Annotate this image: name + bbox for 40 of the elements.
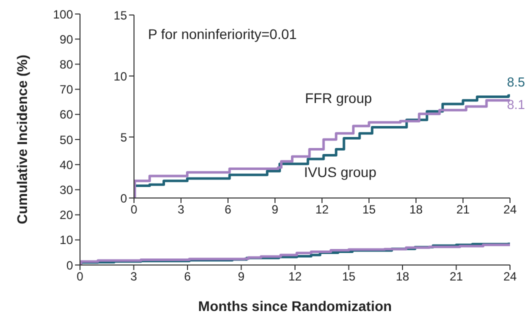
x-tick-label: 12 <box>288 270 302 284</box>
data-label: 8.5 <box>506 74 526 90</box>
y-tick-label: 60 <box>60 108 74 122</box>
x-tick-label: 21 <box>456 202 470 217</box>
x-tick-label: 3 <box>178 202 185 217</box>
x-tick-label: 21 <box>450 270 464 284</box>
x-tick-label: 18 <box>396 270 410 284</box>
x-tick-label: 9 <box>238 270 245 284</box>
y-tick-label: 100 <box>52 7 74 22</box>
y-tick-label: 20 <box>60 208 74 222</box>
x-tick-label: 18 <box>409 202 423 217</box>
y-tick-label: 10 <box>60 233 74 248</box>
y-tick-label: 10 <box>114 69 128 84</box>
series-label: FFR group <box>305 90 372 106</box>
y-tick-label: 70 <box>60 82 74 97</box>
x-tick-label: 6 <box>224 202 232 217</box>
x-tick-label: 0 <box>130 202 138 217</box>
y-tick-label: 50 <box>60 132 74 147</box>
y-tick-label: 0 <box>66 258 74 272</box>
x-tick-label: 6 <box>184 270 192 284</box>
x-tick-label: 24 <box>503 270 517 284</box>
y-axis-title: Cumulative Incidence (%) <box>14 54 30 224</box>
y-tick-label: 40 <box>60 158 74 172</box>
data-label: 8.1 <box>506 97 526 112</box>
y-tick-label: 90 <box>60 32 74 46</box>
x-tick-label: 12 <box>315 202 329 217</box>
y-tick-label: 5 <box>120 130 128 144</box>
x-tick-label: 9 <box>272 202 279 217</box>
x-axis-title: Months since Randomization <box>198 298 392 314</box>
x-tick-label: 24 <box>503 202 517 217</box>
y-tick-label: 80 <box>60 57 74 72</box>
x-tick-label: 3 <box>130 270 138 284</box>
y-tick-label: 30 <box>60 182 74 197</box>
y-tick-label: 0 <box>120 191 128 206</box>
x-tick-label: 15 <box>362 202 376 217</box>
annotation: P for noninferiority=0.01 <box>148 26 297 42</box>
x-tick-label: 0 <box>76 270 84 284</box>
x-tick-label: 15 <box>342 270 356 284</box>
series-label: IVUS group <box>304 164 376 180</box>
y-tick-label: 15 <box>114 8 128 22</box>
